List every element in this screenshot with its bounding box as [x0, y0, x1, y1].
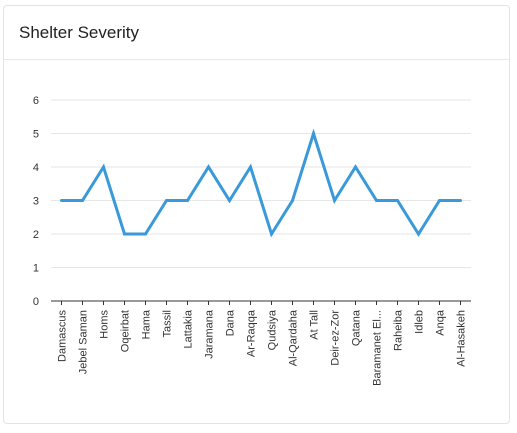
- x-tick-label: Raheiba: [393, 309, 405, 351]
- data-point[interactable]: [312, 132, 315, 135]
- x-tick-label: Qudsiya: [267, 309, 279, 350]
- x-tick-label: Anqa: [435, 309, 447, 336]
- series-layer: [60, 128, 462, 238]
- y-tick-label: 1: [33, 263, 39, 275]
- y-tick-label: 3: [33, 196, 39, 208]
- chart-card: Shelter Severity 0 1 2 3 4 5 6 Damascus Jebel S…: [3, 5, 510, 424]
- x-tick-label: Oqeirbat: [120, 310, 132, 352]
- card-title: Shelter Severity: [19, 22, 139, 42]
- x-tick-label: Hama: [141, 309, 153, 339]
- x-tick-label: Tassil: [162, 310, 174, 338]
- x-tick-label: Qatana: [351, 309, 363, 346]
- y-axis-tick-labels: 0 1 2 3 4 5 6: [33, 95, 39, 308]
- y-tick-label: 2: [33, 229, 39, 241]
- data-point[interactable]: [207, 165, 210, 169]
- y-tick-label: 0: [33, 296, 39, 308]
- data-point[interactable]: [228, 199, 231, 202]
- data-point[interactable]: [165, 199, 168, 202]
- data-point[interactable]: [186, 199, 189, 202]
- x-tick-label: Homs: [99, 310, 111, 339]
- y-tick-label: 4: [33, 162, 39, 174]
- x-tick-label: At Tall: [309, 310, 321, 340]
- data-point[interactable]: [333, 199, 336, 202]
- data-point[interactable]: [249, 165, 252, 169]
- x-tick-label: Dana: [225, 309, 237, 336]
- data-point[interactable]: [375, 199, 378, 202]
- grid-lines: [51, 99, 471, 305]
- data-point[interactable]: [270, 232, 273, 236]
- x-tick-label: Lattakia: [183, 309, 195, 348]
- data-point[interactable]: [123, 232, 126, 236]
- x-tick-label: Idleb: [414, 310, 426, 334]
- x-tick-label: Ar-Raqqa: [246, 309, 258, 357]
- data-point[interactable]: [81, 199, 84, 202]
- data-point[interactable]: [144, 232, 147, 236]
- x-tick-label: Jebel Saman: [78, 310, 90, 374]
- data-point[interactable]: [291, 199, 294, 202]
- chart-area: 0 1 2 3 4 5 6 Damascus Jebel Saman Homs Oqeirbat H…: [4, 60, 509, 423]
- y-tick-label: 6: [33, 95, 39, 107]
- data-point[interactable]: [417, 232, 420, 236]
- x-axis-tick-labels: Damascus Jebel Saman Homs Oqeirbat Hama Tassi…: [57, 309, 468, 386]
- data-point[interactable]: [102, 165, 105, 169]
- data-point[interactable]: [438, 199, 441, 202]
- line-chart: 0 1 2 3 4 5 6 Damascus Jebel Saman Homs Oqeirbat H…: [33, 95, 471, 386]
- x-tick-label: Al-Qardaha: [288, 309, 300, 366]
- series-line: [61, 128, 461, 238]
- data-point[interactable]: [396, 199, 399, 202]
- x-tick-label: Deir-ez-Zor: [330, 310, 342, 366]
- data-point[interactable]: [60, 199, 63, 202]
- x-tick-label: Al-Hasakeh: [456, 310, 468, 367]
- x-tick-label: Jaramana: [204, 309, 216, 359]
- data-point[interactable]: [354, 165, 357, 169]
- data-point[interactable]: [459, 199, 462, 202]
- x-tick-label: Baramanet El...: [372, 310, 384, 386]
- x-tick-label: Damascus: [57, 310, 69, 362]
- card-header: Shelter Severity: [4, 6, 509, 60]
- y-tick-label: 5: [33, 129, 39, 141]
